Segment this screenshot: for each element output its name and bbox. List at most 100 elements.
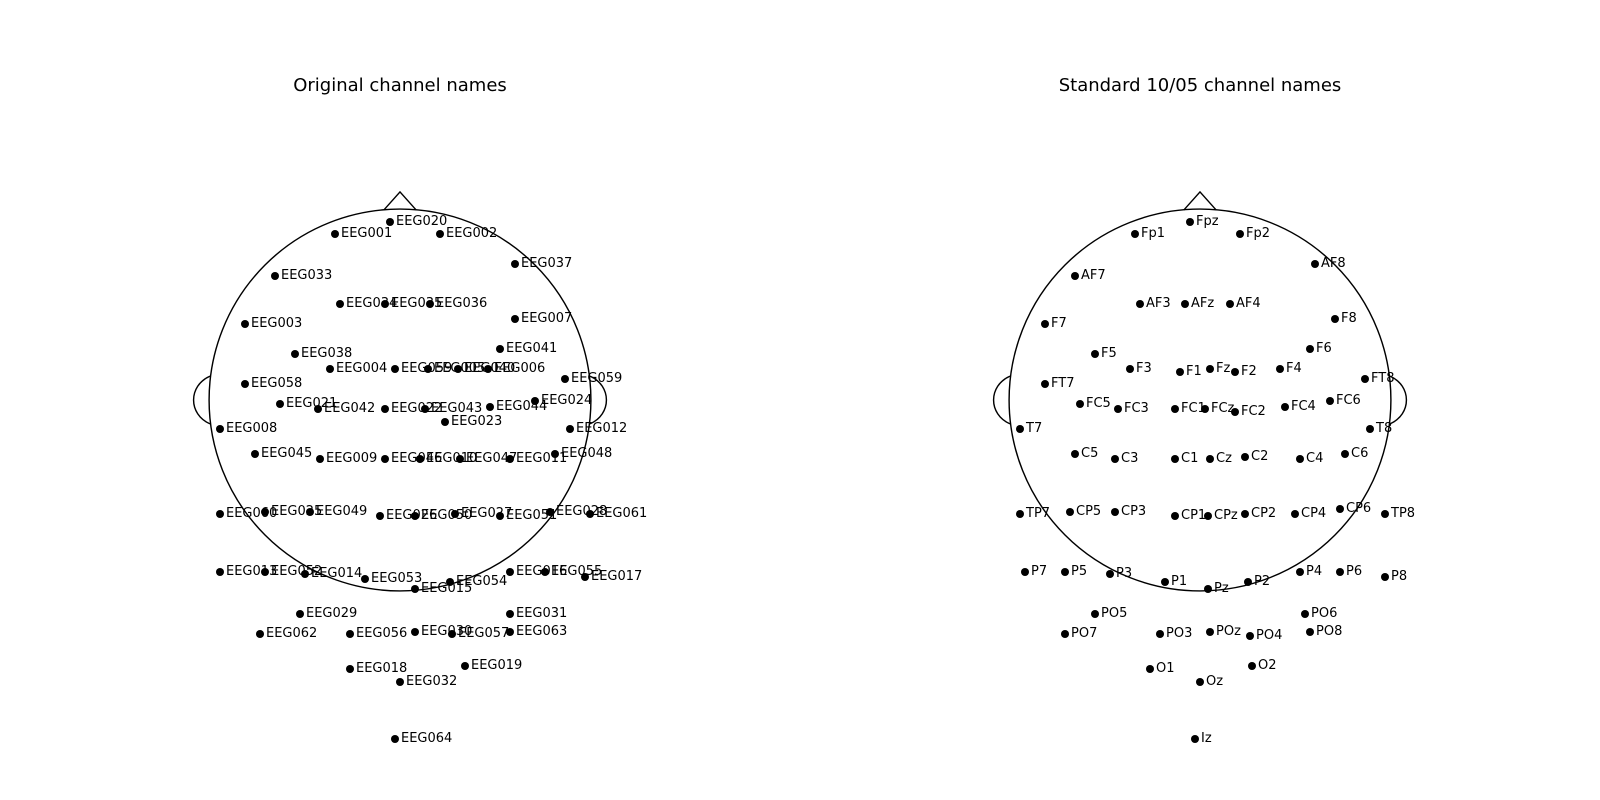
electrode-dot-icon — [1061, 568, 1069, 576]
electrode-label: P1 — [1171, 574, 1187, 589]
electrode: EEG024 — [531, 390, 592, 409]
electrode-dot-icon — [1336, 568, 1344, 576]
electrode: P6 — [1336, 561, 1362, 580]
electrode-label: EEG004 — [336, 361, 387, 376]
electrode: EEG057 — [448, 623, 509, 642]
electrode-label: T8 — [1376, 421, 1392, 436]
electrode-dot-icon — [1136, 300, 1144, 308]
electrode-dot-icon — [506, 568, 514, 576]
electrode-dot-icon — [1181, 300, 1189, 308]
electrode: P5 — [1061, 561, 1087, 580]
electrode: F6 — [1306, 338, 1332, 357]
electrode-dot-icon — [306, 508, 314, 516]
electrode: FT8 — [1361, 368, 1394, 387]
electrode: EEG048 — [551, 443, 612, 462]
electrode-label: C3 — [1121, 451, 1138, 466]
electrode: FC5 — [1076, 393, 1111, 412]
electrode-label: CP6 — [1346, 501, 1371, 516]
electrode-label: EEG012 — [576, 421, 627, 436]
electrode-label: Fp2 — [1246, 226, 1270, 241]
electrode-dot-icon — [261, 568, 269, 576]
electrode: EEG002 — [436, 223, 497, 242]
electrode-label: P8 — [1391, 569, 1407, 584]
electrode-dot-icon — [1171, 455, 1179, 463]
electrode-label: EEG057 — [458, 626, 509, 641]
electrode-dot-icon — [1366, 425, 1374, 433]
electrode: Fp2 — [1236, 223, 1270, 242]
electrode-dot-icon — [1331, 315, 1339, 323]
electrode: EEG061 — [586, 503, 647, 522]
electrode-label: AF3 — [1146, 296, 1171, 311]
electrode-label: Fpz — [1196, 214, 1219, 229]
electrode: F3 — [1126, 358, 1152, 377]
electrode-dot-icon — [1204, 585, 1212, 593]
electrode: EEG003 — [241, 313, 302, 332]
electrode-dot-icon — [506, 628, 514, 636]
electrode-dot-icon — [1066, 508, 1074, 516]
electrode-dot-icon — [1231, 408, 1239, 416]
electrode-label: EEG002 — [446, 226, 497, 241]
electrode-label: AFz — [1191, 296, 1214, 311]
electrode: EEG045 — [251, 443, 312, 462]
electrode-dot-icon — [411, 512, 419, 520]
electrode-dot-icon — [426, 300, 434, 308]
electrode-dot-icon — [1041, 380, 1049, 388]
electrode: C2 — [1241, 446, 1268, 465]
electrode-label: CPz — [1214, 508, 1238, 523]
electrode: EEG041 — [496, 338, 557, 357]
electrode: EEG059 — [561, 368, 622, 387]
electrode: EEG017 — [581, 566, 642, 585]
electrode-label: PO8 — [1316, 624, 1342, 639]
electrode-label: FC3 — [1124, 401, 1149, 416]
electrode: FT7 — [1041, 373, 1074, 392]
electrode-dot-icon — [1156, 630, 1164, 638]
electrode-dot-icon — [1191, 735, 1199, 743]
electrode-dot-icon — [436, 230, 444, 238]
electrode-label: FC2 — [1241, 404, 1266, 419]
electrode: EEG014 — [301, 563, 362, 582]
electrode: T7 — [1016, 418, 1042, 437]
electrode-label: EEG007 — [521, 311, 572, 326]
electrode: Cz — [1206, 448, 1232, 467]
electrode-dot-icon — [1206, 628, 1214, 636]
electrode-dot-icon — [301, 570, 309, 578]
electrode-dot-icon — [1171, 512, 1179, 520]
electrode: FCz — [1201, 398, 1234, 417]
electrode: EEG042 — [314, 398, 375, 417]
electrode: P1 — [1161, 571, 1187, 590]
panel-standard-names: Standard 10/05 channel names FpzFp1Fp2AF… — [800, 0, 1600, 800]
electrode-dot-icon — [411, 585, 419, 593]
electrode: PO5 — [1091, 603, 1127, 622]
electrode-label: EEG061 — [596, 506, 647, 521]
electrode-dot-icon — [1341, 450, 1349, 458]
electrode-dot-icon — [496, 512, 504, 520]
electrode-dot-icon — [1296, 455, 1304, 463]
electrode-label: EEG015 — [421, 581, 472, 596]
head-diagram: EEG020EEG001EEG002EEG033EEG037EEG034EEG0… — [190, 190, 610, 610]
electrode-label: O1 — [1156, 661, 1175, 676]
electrode: EEG033 — [271, 265, 332, 284]
electrode-dot-icon — [1106, 570, 1114, 578]
electrode-label: EEG001 — [341, 226, 392, 241]
electrode-dot-icon — [1061, 630, 1069, 638]
electrode: CP5 — [1066, 501, 1101, 520]
electrode-dot-icon — [216, 510, 224, 518]
electrode-dot-icon — [1248, 662, 1256, 670]
electrode-label: AF4 — [1236, 296, 1261, 311]
electrode-dot-icon — [1186, 218, 1194, 226]
electrode: AFz — [1181, 293, 1214, 312]
electrode-dot-icon — [1171, 405, 1179, 413]
electrode-dot-icon — [376, 512, 384, 520]
electrode-dot-icon — [1016, 510, 1024, 518]
electrode: FC4 — [1281, 396, 1316, 415]
electrode: Iz — [1191, 728, 1212, 747]
electrode: PO7 — [1061, 623, 1097, 642]
electrode-label: F5 — [1101, 346, 1117, 361]
electrode-label: P6 — [1346, 564, 1362, 579]
electrode-label: EEG023 — [451, 414, 502, 429]
electrode: EEG009 — [316, 448, 377, 467]
electrode-label: POz — [1216, 624, 1241, 639]
electrode: EEG029 — [296, 603, 357, 622]
electrode-dot-icon — [381, 405, 389, 413]
electrode-label: Pz — [1214, 581, 1229, 596]
